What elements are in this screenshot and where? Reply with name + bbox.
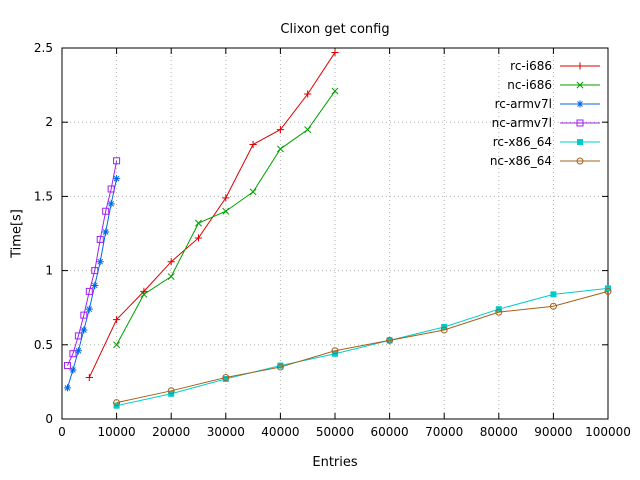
svg-text:10000: 10000 [98,425,136,439]
chart-title: Clixon get config [280,22,390,37]
legend-label-rc-armv7l: rc-armv7l [495,97,552,111]
svg-text:80000: 80000 [480,425,518,439]
legend-label-rc-x86_64: rc-x86_64 [493,135,552,149]
svg-text:0: 0 [58,425,66,439]
svg-text:40000: 40000 [261,425,299,439]
series-rc-x86_64 [113,285,611,409]
svg-text:2.5: 2.5 [34,41,53,55]
legend-label-rc-i686: rc-i686 [510,59,552,73]
svg-text:70000: 70000 [425,425,463,439]
svg-text:20000: 20000 [152,425,190,439]
svg-text:100000: 100000 [585,425,631,439]
svg-text:90000: 90000 [534,425,572,439]
tick-labels: 0 10000 20000 30000 40000 50000 60000 70000 8000… [34,41,631,439]
svg-text:1: 1 [45,264,53,278]
legend-label-nc-x86_64: nc-x86_64 [490,154,552,168]
svg-text:60000: 60000 [371,425,409,439]
svg-text:50000: 50000 [316,425,354,439]
svg-text:0: 0 [45,412,53,426]
series-nc-x86_64 [113,287,612,407]
svg-text:2: 2 [45,115,53,129]
series-nc-i686 [113,87,339,349]
series-rc-i686 [85,48,339,382]
series-rc-armv7l [63,174,121,392]
legend-label-nc-armv7l: nc-armv7l [492,116,552,130]
svg-text:0.5: 0.5 [34,338,53,352]
svg-text:1.5: 1.5 [34,189,53,203]
legend: rc-i686 nc-i686 rc-armv7l nc-armv7l rc-x86_6… [490,59,600,168]
x-axis-label: Entries [312,455,358,470]
series-nc-armv7l [63,157,121,370]
legend-label-nc-i686: nc-i686 [507,78,552,92]
svg-text:30000: 30000 [207,425,245,439]
plot-border-and-ticks [61,47,609,420]
